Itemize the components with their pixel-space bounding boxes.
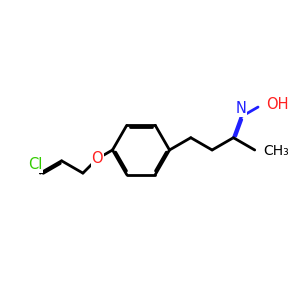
Text: N: N — [236, 101, 246, 116]
Text: Cl: Cl — [28, 157, 42, 172]
Text: O: O — [91, 152, 103, 166]
Text: CH₃: CH₃ — [264, 144, 290, 158]
Text: OH: OH — [266, 97, 289, 112]
